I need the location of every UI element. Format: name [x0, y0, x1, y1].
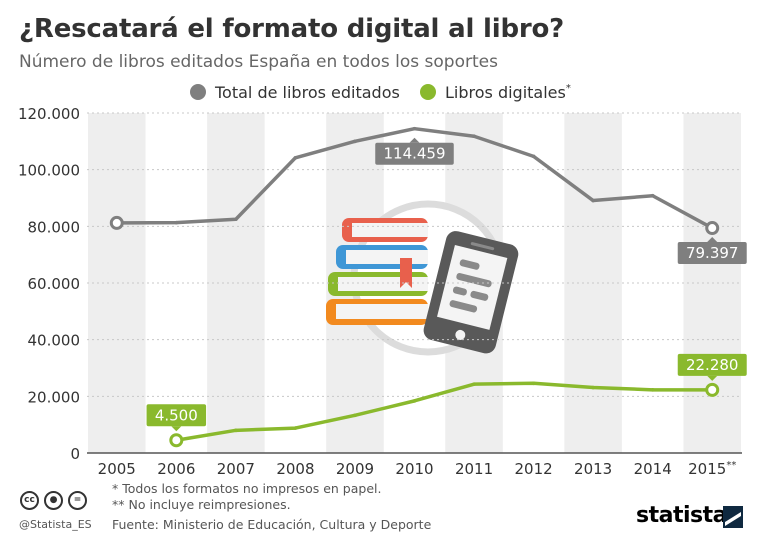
tablet-icon: [423, 231, 519, 354]
nd-icon: =: [68, 491, 87, 510]
data-point: [234, 217, 238, 222]
data-point: [472, 134, 476, 139]
data-point: [650, 388, 655, 392]
series-line: [176, 381, 713, 442]
x-tick-label: 2005: [98, 460, 136, 478]
books-and-ereader-illustration: [326, 200, 519, 356]
data-point: [591, 385, 595, 390]
x-tick-label: 2007: [217, 460, 255, 478]
page-subtitle: Número de libros editados España en todo…: [19, 52, 498, 72]
twitter-handle: @Statista_ES: [19, 518, 92, 531]
source-note: Fuente: Ministerio de Educación, Cultura…: [112, 517, 432, 532]
legend-label: Total de libros editados: [214, 83, 400, 102]
y-tick-label: 60.000: [28, 275, 81, 293]
footnote-digital: * Todos los formatos no impresos en pape…: [112, 481, 382, 496]
data-point: [650, 193, 655, 198]
x-tick-label: 2011: [455, 460, 493, 478]
data-point: [705, 382, 720, 397]
data-label: 79.397: [677, 237, 747, 265]
data-point: [353, 413, 357, 418]
data-point: [293, 426, 298, 430]
x-tick-label: 2014: [634, 460, 672, 478]
statista-logo-icon: [723, 506, 743, 528]
by-icon: ●: [44, 491, 63, 510]
legend-swatch: [190, 84, 206, 100]
legend-label: Libros digitales*: [445, 83, 571, 102]
legend-swatch: [420, 84, 436, 100]
data-label: 4.500: [146, 404, 207, 432]
data-label: 22.280: [677, 353, 747, 381]
y-tick-label: 20.000: [28, 388, 81, 406]
data-point: [412, 126, 417, 131]
x-tick-label: 2012: [514, 460, 552, 478]
data-label-pointer: [707, 375, 718, 381]
y-tick-label: 120.000: [18, 105, 80, 123]
x-tick-label: 2015**: [688, 460, 736, 478]
data-point: [293, 155, 298, 160]
footnote-reprints: ** No incluye reimpresiones.: [112, 497, 291, 512]
data-label-text: 4.500: [155, 406, 198, 424]
y-tick-label: 100.000: [18, 162, 80, 180]
data-point: [412, 399, 417, 403]
data-label: 114.459: [375, 137, 454, 165]
x-tick-label: 2008: [276, 460, 314, 478]
data-point: [169, 433, 184, 448]
data-label-text: 79.397: [686, 244, 739, 262]
column-band: [88, 113, 146, 453]
data-label-pointer: [409, 137, 420, 143]
x-tick-label: 2006: [157, 460, 195, 478]
data-label-pointer: [171, 426, 182, 432]
books-icon: [326, 218, 428, 325]
page-title: ¿Rescatará el formato digital al libro?: [19, 14, 565, 44]
data-label-box: [677, 242, 747, 265]
x-tick-label: 2010: [395, 460, 433, 478]
data-label-pointer: [707, 237, 718, 243]
data-label-text: 22.280: [686, 356, 739, 374]
y-tick-label: 80.000: [28, 218, 81, 236]
data-label-box: [146, 404, 207, 427]
data-label-text: 114.459: [383, 145, 445, 163]
column-band: [207, 113, 265, 453]
y-tick-label: 0: [70, 445, 80, 463]
data-point: [174, 220, 179, 225]
data-point: [591, 198, 595, 203]
data-label-box: [375, 142, 454, 165]
x-tick-label: 2009: [336, 460, 374, 478]
data-point: [353, 139, 357, 144]
x-tick-label: 2013: [574, 460, 612, 478]
cc-icon: cc: [20, 491, 39, 510]
data-point: [531, 154, 536, 159]
data-point: [234, 428, 238, 433]
data-point: [531, 381, 536, 386]
data-point: [109, 215, 124, 230]
data-label-box: [677, 353, 747, 376]
data-point: [472, 382, 476, 386]
y-tick-label: 40.000: [28, 332, 81, 350]
statista-logo-text: statista: [636, 503, 727, 528]
data-point: [705, 221, 720, 236]
